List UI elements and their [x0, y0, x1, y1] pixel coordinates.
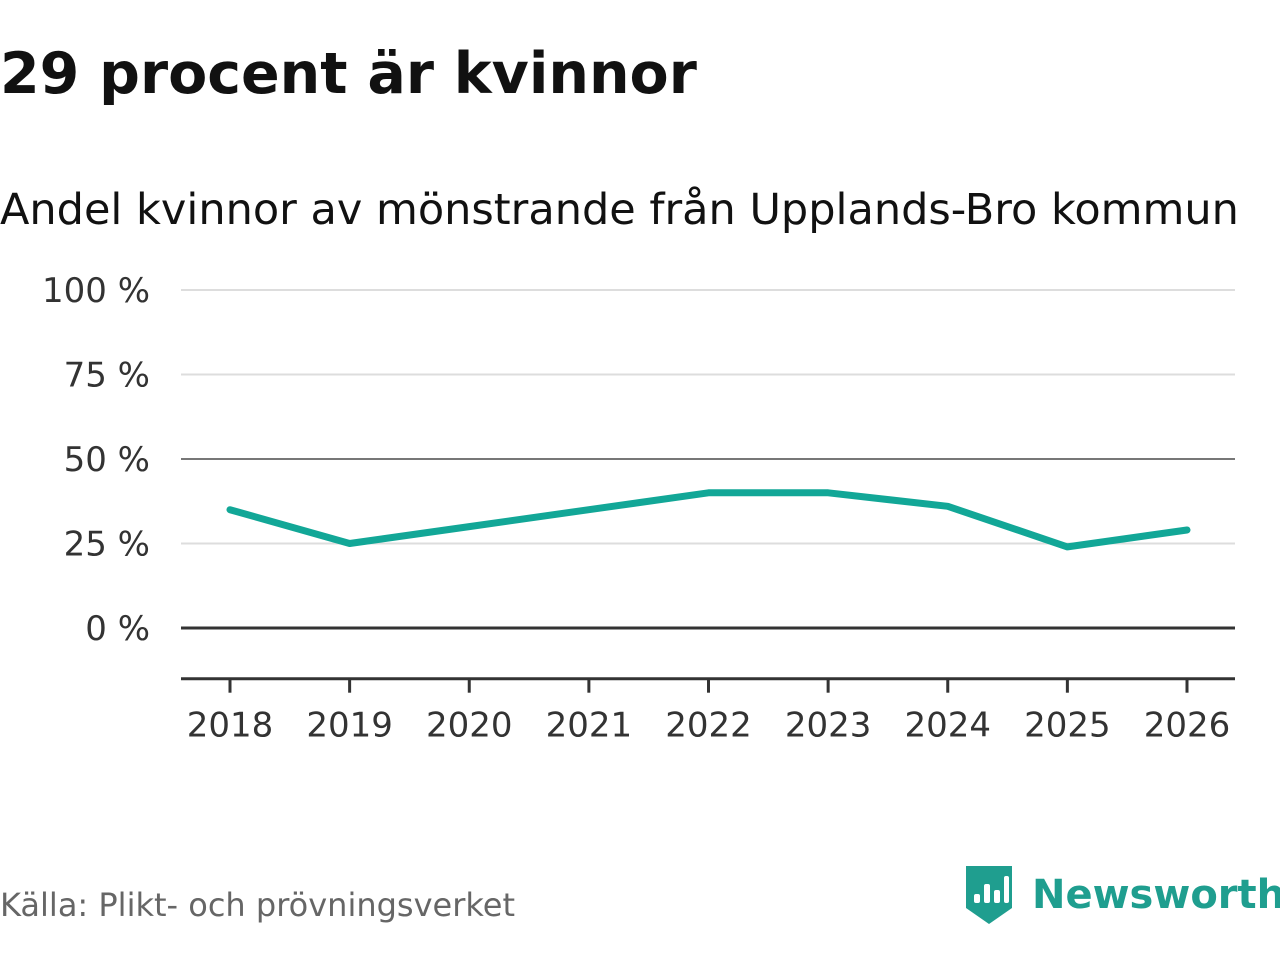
data-point-2021 [585, 506, 592, 513]
x-tick-label: 2020 [426, 706, 513, 746]
data-point-2024 [944, 503, 951, 510]
data-point-2020 [466, 523, 473, 530]
series-line [226, 489, 1191, 551]
chart-subtitle: Andel kvinnor av mönstrande från Uppland… [0, 185, 1239, 235]
x-tick-label: 2026 [1144, 706, 1231, 746]
x-tick-label: 2024 [904, 706, 991, 746]
x-tick-label: 2023 [785, 706, 872, 746]
y-tick-label: 100 % [42, 271, 150, 311]
data-point-2026 [1184, 526, 1190, 533]
brand-name: Newsworthy [1032, 872, 1280, 918]
x-tick-label: 2025 [1024, 706, 1111, 746]
data-point-2025 [1064, 543, 1071, 550]
x-tick-label: 2021 [546, 706, 633, 746]
data-point-2019 [346, 540, 353, 547]
data-point-2022 [705, 489, 712, 496]
x-tick-label: 2022 [665, 706, 752, 746]
y-tick-label: 0 % [85, 609, 150, 649]
data-point-2023 [825, 489, 832, 496]
y-tick-label: 75 % [64, 356, 150, 396]
chart-title: 29 procent är kvinnor [0, 41, 697, 107]
data-point-2018 [227, 506, 233, 513]
x-tick-label: 2019 [306, 706, 393, 746]
newsworthy-logo-icon [966, 866, 1012, 924]
line-chart: 100 % 75 % 50 % 25 % 0 % 2018 2019 2020 2021 2022… [42, 271, 1235, 746]
y-tick-label: 25 % [64, 525, 150, 565]
x-tick-label: 2018 [187, 706, 274, 746]
brand-logo[interactable]: Newsworthy [964, 862, 1280, 928]
y-tick-label: 50 % [64, 440, 150, 480]
source-note: Källa: Plikt- och prövningsverket [0, 886, 515, 924]
